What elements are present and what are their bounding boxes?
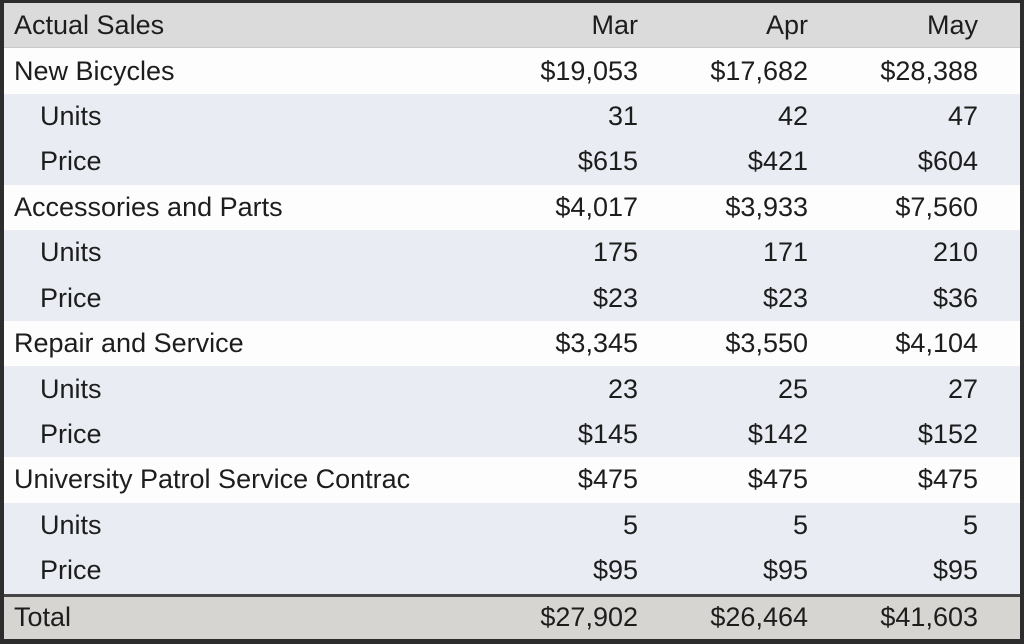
cell-mar: $615 (577, 146, 638, 177)
column-header-may: May (926, 9, 978, 40)
table-row-repair-price: Price $145 $142 $152 (4, 411, 1020, 458)
table-row-accessories-units: Units 175 171 210 (4, 230, 1020, 276)
cell-mar: 23 (607, 373, 638, 404)
cell-may: 5 (962, 509, 978, 540)
row-label: Price (40, 555, 102, 586)
row-label: New Bicycles (14, 55, 175, 86)
cell-apr: $3,550 (725, 328, 808, 359)
cell-apr: $23 (762, 282, 808, 313)
row-label: Accessories and Parts (14, 191, 283, 222)
table-row-repair-units: Units 23 25 27 (4, 366, 1020, 412)
total-mar: $27,902 (540, 602, 638, 633)
cell-apr: $17,682 (710, 55, 808, 86)
cell-mar: $19,053 (540, 55, 638, 86)
cell-may: $36 (932, 282, 978, 313)
table-row-new-bicycles-price: Price $615 $421 $604 (4, 139, 1020, 185)
total-may: $41,603 (880, 602, 978, 633)
table-row-patrol-units: Units 5 5 5 (4, 502, 1020, 549)
cell-may: 47 (947, 101, 978, 132)
cell-apr: 5 (792, 509, 808, 540)
total-label: Total (14, 602, 72, 633)
cell-apr: $142 (747, 419, 808, 450)
table-title: Actual Sales (14, 9, 165, 40)
cell-mar: $145 (577, 419, 638, 450)
column-header-mar: Mar (591, 9, 639, 40)
row-label: Price (40, 146, 102, 177)
cell-may: $475 (917, 464, 978, 495)
total-apr: $26,464 (710, 602, 808, 633)
cell-mar: 5 (622, 509, 638, 540)
cell-apr: $95 (762, 555, 808, 586)
cell-may: $7,560 (895, 191, 978, 222)
cell-mar: $23 (592, 282, 638, 313)
cell-apr: $475 (747, 464, 808, 495)
cell-may: 27 (947, 373, 978, 404)
table-row-new-bicycles-units: Units 31 42 47 (4, 93, 1020, 140)
cell-apr: $3,933 (725, 191, 808, 222)
table-header-row: Actual Sales Mar Apr May (4, 3, 1020, 49)
row-label: Units (40, 237, 102, 268)
row-label: University Patrol Service Contrac (14, 464, 411, 495)
row-label: Units (40, 509, 102, 540)
row-label: Price (40, 282, 102, 313)
cell-mar: $4,017 (555, 191, 638, 222)
cell-may: $604 (917, 146, 978, 177)
cell-may: $4,104 (895, 328, 978, 359)
cell-apr: $421 (747, 146, 808, 177)
table-row-university-patrol-service-contract: University Patrol Service Contrac $475 $… (4, 457, 1020, 503)
table-row-new-bicycles: New Bicycles $19,053 $17,682 $28,388 (4, 48, 1020, 94)
row-label: Units (40, 373, 102, 404)
row-label: Price (40, 419, 102, 450)
cell-apr: 42 (777, 101, 808, 132)
cell-apr: 171 (762, 237, 808, 268)
row-label: Units (40, 101, 102, 132)
cell-may: 210 (932, 237, 978, 268)
table-row-patrol-price: Price $95 $95 $95 (4, 548, 1020, 594)
cell-apr: 25 (777, 373, 808, 404)
cell-mar: $475 (577, 464, 638, 495)
row-label: Repair and Service (14, 328, 244, 359)
cell-may: $152 (917, 419, 978, 450)
column-header-apr: Apr (765, 9, 808, 40)
table-row-accessories-and-parts: Accessories and Parts $4,017 $3,933 $7,5… (4, 184, 1020, 231)
cell-mar: 175 (592, 237, 638, 268)
cell-may: $28,388 (880, 55, 978, 86)
table-row-accessories-price: Price $23 $23 $36 (4, 275, 1020, 321)
cell-mar: $3,345 (555, 328, 638, 359)
cell-mar: 31 (607, 101, 638, 132)
cell-may: $95 (932, 555, 978, 586)
cell-mar: $95 (592, 555, 638, 586)
table-row-repair-and-service: Repair and Service $3,345 $3,550 $4,104 (4, 320, 1020, 367)
table-total-row: Total $27,902 $26,464 $41,603 (4, 593, 1020, 639)
